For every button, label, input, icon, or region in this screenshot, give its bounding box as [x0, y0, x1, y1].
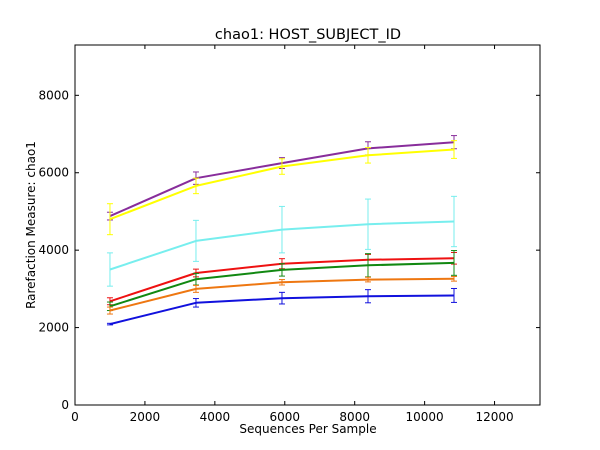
x-tick-label: 2000 — [130, 410, 161, 424]
y-axis-ticks: 0 2000 4000 6000 8000 — [38, 88, 540, 412]
series-5 — [106, 250, 457, 312]
y-tick-label: 0 — [61, 398, 69, 412]
series-7 — [106, 287, 457, 326]
x-tick-label: 8000 — [339, 410, 370, 424]
x-tick-label: 12000 — [475, 410, 513, 424]
y-axis-label: Rarefaction Measure: chao1 — [24, 141, 38, 309]
x-axis-ticks: 0 2000 4000 6000 8000 10000 12000 — [71, 45, 514, 424]
y-tick-label: 6000 — [38, 166, 69, 180]
x-tick-label: 0 — [71, 410, 79, 424]
chart-title: chao1: HOST_SUBJECT_ID — [215, 27, 401, 43]
x-tick-label: 4000 — [200, 410, 231, 424]
x-axis-label: Sequences Per Sample — [239, 422, 376, 436]
plot-area-frame — [74, 44, 541, 406]
series-6 — [106, 275, 457, 315]
x-tick-label: 6000 — [270, 410, 301, 424]
series-2 — [106, 140, 457, 236]
series-layer — [106, 135, 457, 326]
y-tick-label: 4000 — [38, 243, 69, 257]
series-3 — [106, 195, 457, 287]
y-tick-label: 2000 — [38, 321, 69, 335]
x-tick-label: 10000 — [406, 410, 444, 424]
y-tick-label: 8000 — [38, 88, 69, 102]
